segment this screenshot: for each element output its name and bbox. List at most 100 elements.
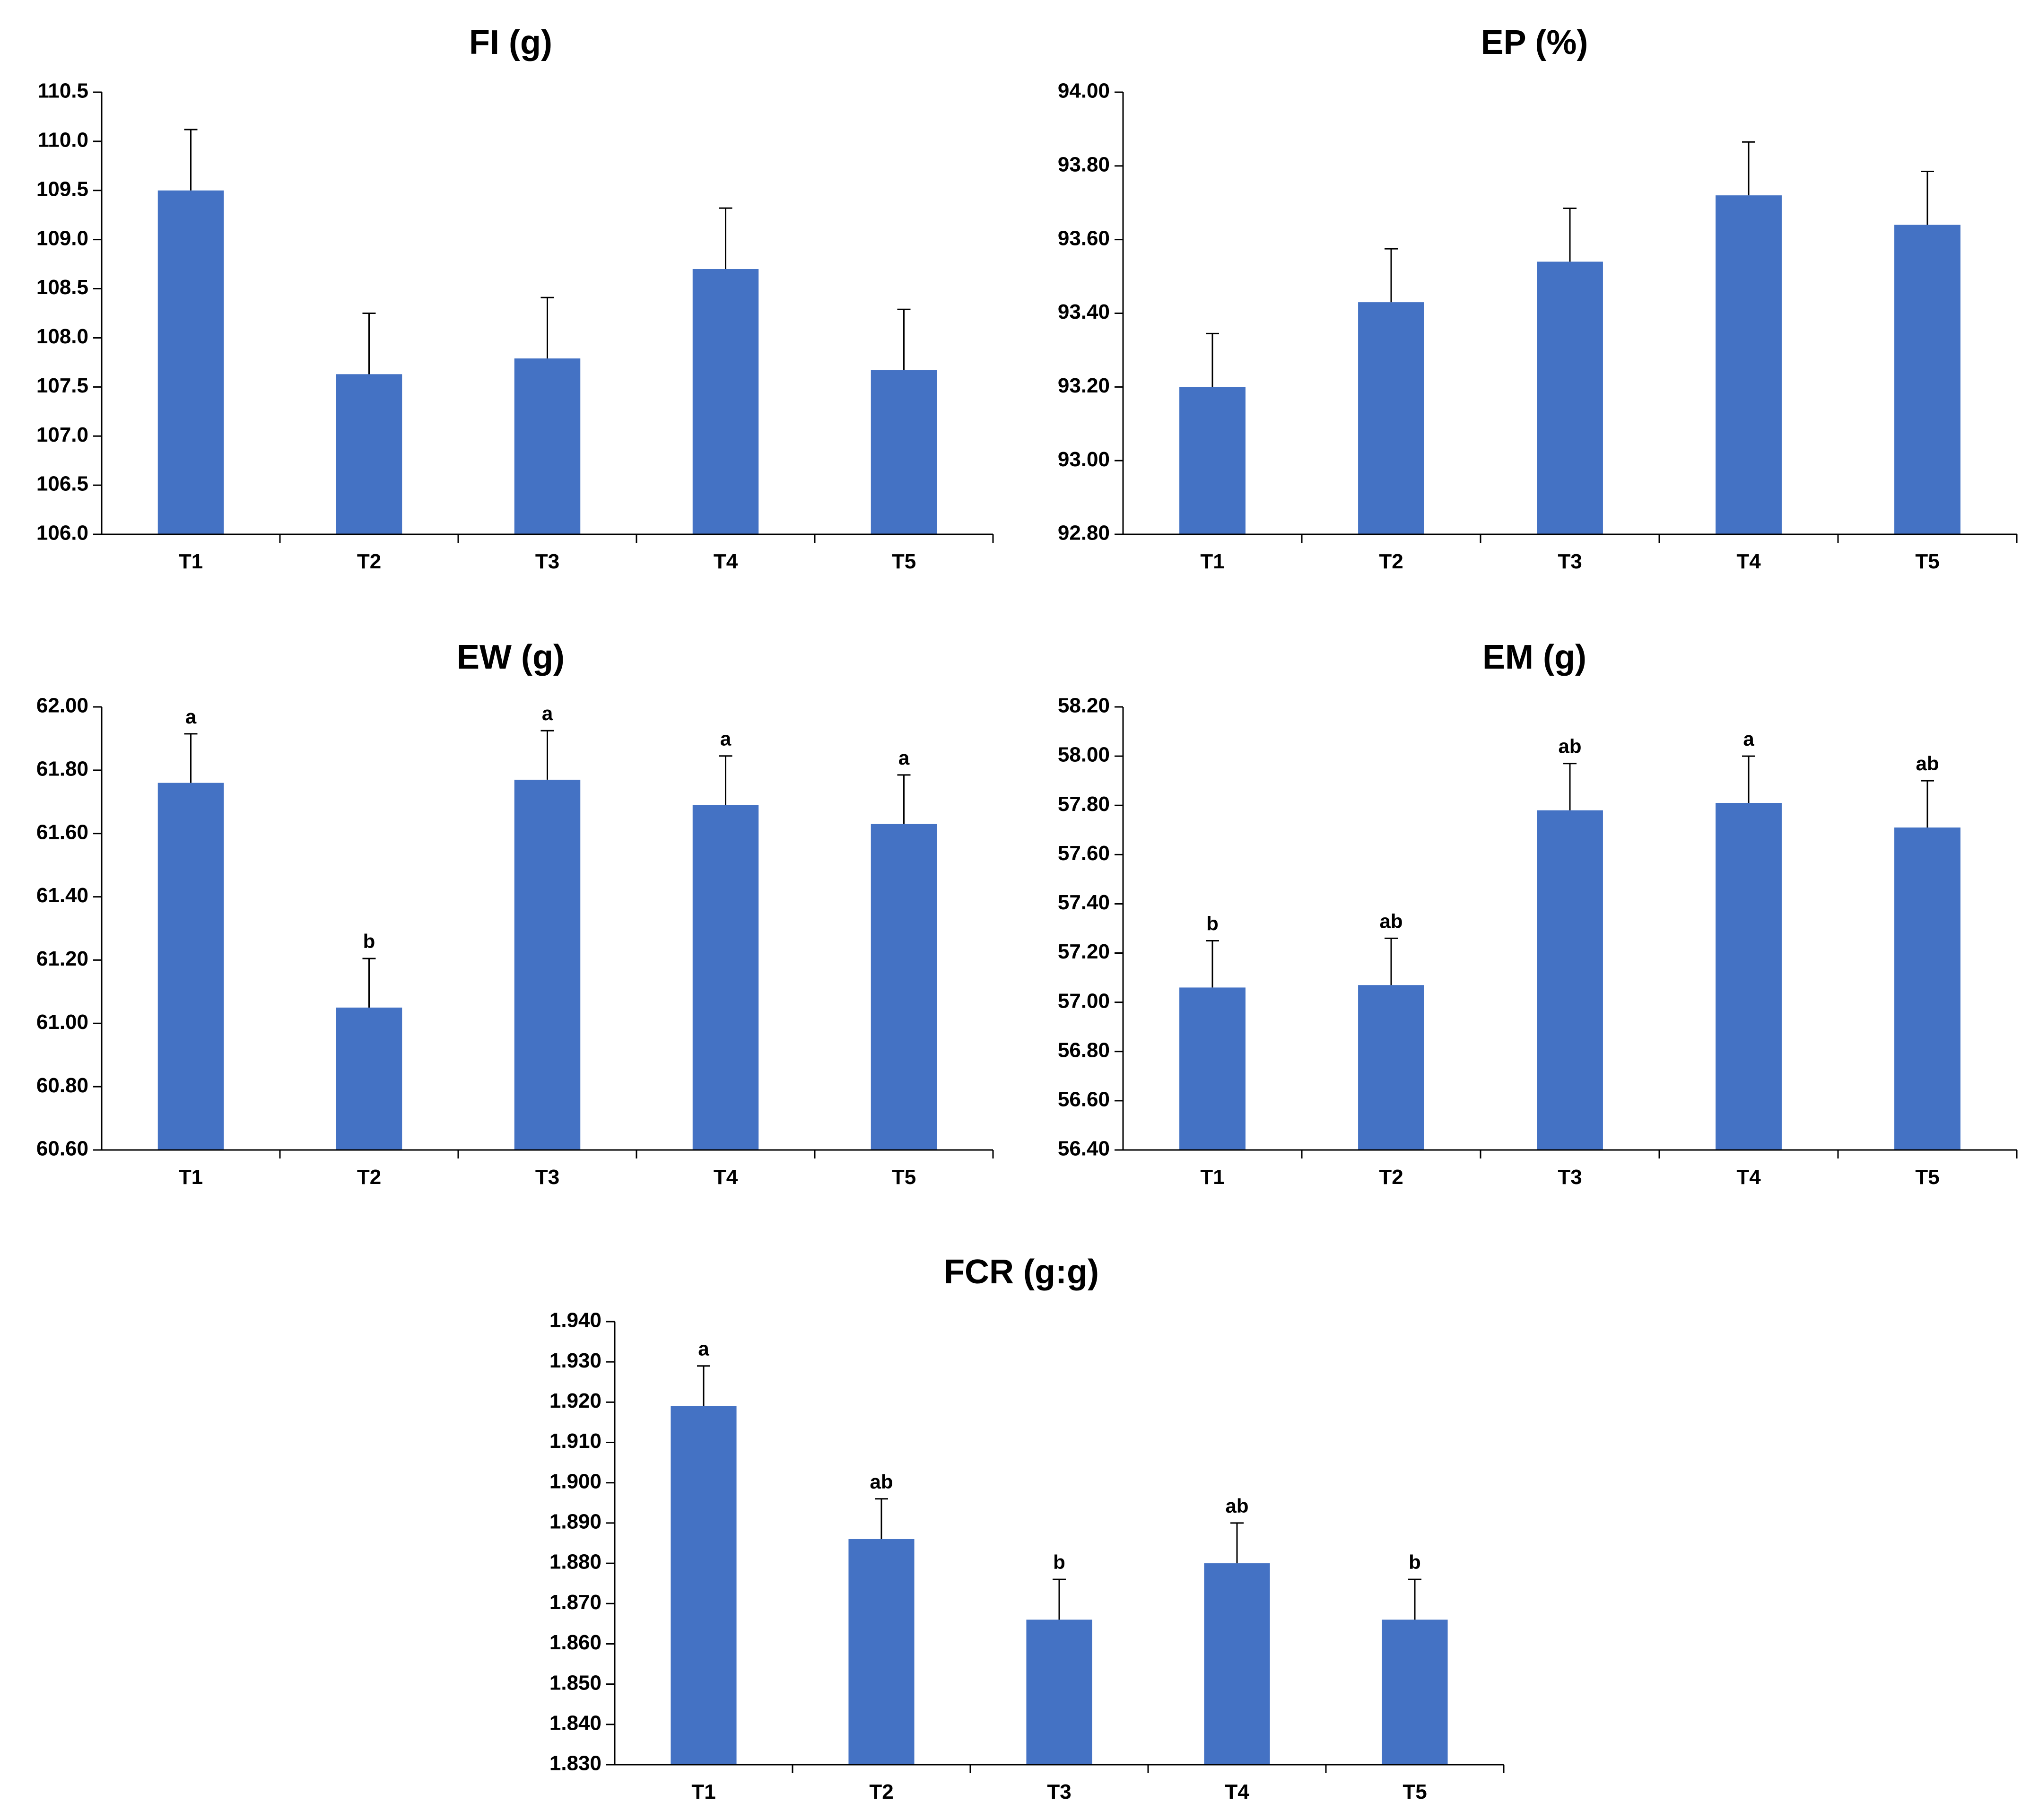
y-tick-label: 1.940 <box>549 1309 601 1332</box>
x-tick-label: T5 <box>1915 550 1939 573</box>
bar-t4 <box>692 805 759 1150</box>
y-tick-label: 1.890 <box>549 1510 601 1533</box>
y-tick-label: 58.20 <box>1058 694 1110 717</box>
significance-label: a <box>185 705 197 728</box>
bar-t5 <box>1894 225 1960 534</box>
significance-label: a <box>1743 728 1754 750</box>
x-tick-label: T1 <box>1200 550 1224 573</box>
y-tick-label: 1.870 <box>549 1591 601 1614</box>
x-tick-label: T4 <box>714 1166 738 1189</box>
x-tick-label: T5 <box>1915 1166 1939 1189</box>
bar-t2 <box>336 374 402 534</box>
bar-t5 <box>871 824 937 1150</box>
x-tick-label: T1 <box>691 1780 715 1803</box>
bar-t2 <box>1358 302 1424 534</box>
y-tick-label: 1.850 <box>549 1671 601 1694</box>
x-tick-label: T5 <box>1403 1780 1427 1803</box>
x-tick-label: T4 <box>1736 550 1761 573</box>
bar-t3 <box>514 358 581 534</box>
x-tick-label: T2 <box>357 550 381 573</box>
y-tick-label: 1.920 <box>549 1389 601 1412</box>
y-tick-label: 93.60 <box>1058 226 1110 250</box>
y-tick-label: 1.860 <box>549 1631 601 1654</box>
bar-t2 <box>848 1539 915 1765</box>
chart-title: FI (g) <box>469 24 552 61</box>
chart-fi: FI (g) 106.0 106.5 107.0 107.5 108.0 108.5 109.… <box>36 24 994 573</box>
significance-label: ab <box>1558 735 1581 758</box>
y-tick-label: 58.00 <box>1058 743 1110 766</box>
y-tick-label: 107.5 <box>36 374 88 397</box>
x-tick-label: T4 <box>1736 1166 1761 1189</box>
significance-label: ab <box>1379 910 1403 932</box>
bar-t5 <box>871 370 937 534</box>
y-tick-label: 106.0 <box>36 522 88 545</box>
y-tick-label: 110.5 <box>37 79 88 103</box>
bar-t3 <box>1537 261 1603 534</box>
y-tick-label: 57.40 <box>1058 891 1110 914</box>
y-tick-label: 93.40 <box>1058 300 1110 323</box>
y-tick-label: 1.880 <box>549 1550 601 1574</box>
bar-t3 <box>1537 810 1603 1150</box>
y-tick-label: 57.00 <box>1058 989 1110 1012</box>
y-tick-label: 56.40 <box>1058 1137 1110 1160</box>
chart-title: EM (g) <box>1482 638 1586 676</box>
y-tick-label: 93.20 <box>1058 374 1110 397</box>
y-tick-label: 1.900 <box>549 1470 601 1493</box>
bar-t5 <box>1894 827 1960 1150</box>
x-tick-label: T1 <box>1200 1166 1224 1189</box>
y-tick-label: 57.20 <box>1058 940 1110 963</box>
significance-label: ab <box>1916 752 1939 775</box>
y-tick-label: 92.80 <box>1058 522 1110 545</box>
chart-title: FCR (g:g) <box>944 1253 1099 1291</box>
y-tick-label: 108.0 <box>36 325 88 348</box>
y-tick-label: 57.80 <box>1058 792 1110 816</box>
bar-t1 <box>157 190 224 534</box>
bar-t4 <box>692 269 759 534</box>
y-tick-label: 110.0 <box>37 129 88 152</box>
bar-t1 <box>1179 387 1246 534</box>
y-tick-label: 109.0 <box>36 226 88 250</box>
bar-t1 <box>157 783 224 1150</box>
significance-label: ab <box>1225 1495 1248 1517</box>
x-tick-label: T2 <box>1379 550 1403 573</box>
significance-label: a <box>720 728 732 750</box>
bar-t5 <box>1382 1620 1448 1765</box>
y-tick-label: 61.00 <box>36 1010 88 1034</box>
x-tick-label: T1 <box>179 1166 203 1189</box>
significance-label: b <box>1053 1551 1065 1573</box>
chart-title: EW (g) <box>457 638 565 676</box>
bar-t1 <box>1179 987 1246 1150</box>
y-tick-label: 1.830 <box>549 1752 601 1775</box>
x-tick-label: T4 <box>1225 1780 1249 1803</box>
y-tick-label: 62.00 <box>36 694 88 717</box>
y-tick-label: 1.910 <box>549 1429 601 1453</box>
significance-label: b <box>363 930 375 952</box>
chart-ep: EP (%) 92.80 93.00 93.20 93.40 93.60 93.80 94.0… <box>1058 24 2018 573</box>
y-tick-label: 1.930 <box>549 1349 601 1372</box>
significance-label: a <box>698 1338 709 1360</box>
bar-t3 <box>514 779 581 1150</box>
bar-t1 <box>671 1406 737 1765</box>
significance-label: b <box>1206 913 1219 935</box>
x-tick-label: T4 <box>714 550 738 573</box>
x-tick-label: T3 <box>1558 550 1582 573</box>
x-tick-label: T2 <box>357 1166 381 1189</box>
x-tick-label: T3 <box>1047 1780 1071 1803</box>
x-tick-label: T3 <box>1558 1166 1582 1189</box>
y-tick-label: 56.80 <box>1058 1038 1110 1062</box>
bar-t4 <box>1716 803 1782 1150</box>
y-tick-label: 60.60 <box>36 1137 88 1160</box>
y-tick-label: 61.40 <box>36 884 88 907</box>
x-tick-label: T5 <box>892 550 916 573</box>
y-tick-label: 57.60 <box>1058 842 1110 865</box>
y-tick-label: 61.20 <box>36 947 88 970</box>
y-tick-label: 106.5 <box>36 472 88 496</box>
chart-ew: EW (g) 60.60 60.80 61.00 61.20 61.40 61.60 61.8… <box>36 638 994 1189</box>
x-tick-label: T5 <box>892 1166 916 1189</box>
y-tick-label: 1.840 <box>549 1711 601 1734</box>
y-tick-label: 93.00 <box>1058 448 1110 471</box>
chart-em: EM (g) 56.40 56.60 56.80 57.00 57.20 57.40 57.6… <box>1058 638 2018 1189</box>
x-tick-label: T3 <box>535 1166 559 1189</box>
y-tick-label: 109.5 <box>36 177 88 200</box>
